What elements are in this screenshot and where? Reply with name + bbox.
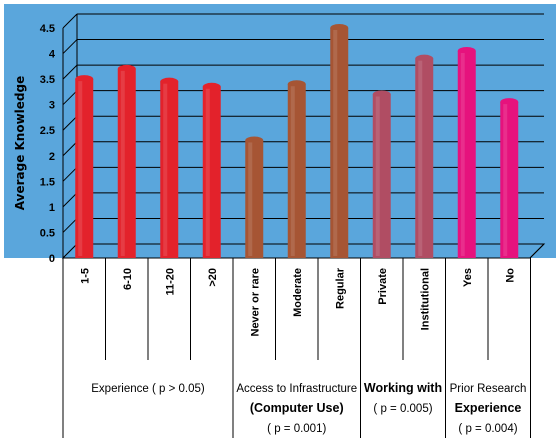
group-label: Access to Infrastructure: [236, 383, 357, 395]
bar: [372, 94, 391, 258]
y-tick-label: 0.5: [40, 227, 55, 239]
y-tick-label: 3: [49, 100, 55, 112]
y-tick-label: 1.5: [40, 176, 55, 188]
gridline-depth: [62, 141, 78, 157]
group-label: ( p = 0.005): [373, 403, 432, 415]
gridline-depth: [62, 192, 78, 208]
bar: [202, 86, 221, 259]
y-tick-label: 1: [49, 202, 55, 214]
x-tick-label: 6-10: [122, 268, 134, 290]
group-label: Experience: [455, 401, 522, 415]
bar-highlight: [418, 60, 423, 256]
gridline-depth: [62, 39, 78, 54]
floor-edge: [529, 243, 545, 259]
bar-top: [330, 24, 349, 32]
bar-highlight: [375, 96, 380, 256]
x-tick-label: >20: [207, 268, 219, 287]
bar: [245, 140, 264, 258]
x-tick-label: Regular: [334, 267, 346, 309]
bar-highlight: [248, 142, 253, 256]
bar: [75, 79, 94, 258]
x-tick-label: 11-20: [164, 268, 176, 296]
bar: [160, 81, 179, 259]
x-tick-label: 1-5: [79, 268, 91, 284]
x-tick-label: Institutional: [419, 268, 431, 330]
bar-top: [75, 75, 94, 84]
group-label: ( p = 0.004): [458, 423, 517, 435]
gridline-depth: [62, 115, 78, 131]
bar-top: [415, 54, 434, 63]
gridline-depth: [62, 166, 78, 182]
y-tick-label: 2.5: [40, 125, 55, 137]
bar: [500, 102, 519, 258]
bar-highlight: [333, 30, 338, 256]
x-tick-label: Private: [377, 268, 389, 305]
y-tick-label: 0: [49, 253, 55, 265]
gridline-depth: [62, 218, 78, 233]
bar-highlight: [163, 83, 168, 257]
bar-highlight: [460, 53, 465, 256]
bar-top: [160, 77, 179, 86]
bar-top: [245, 136, 264, 145]
y-tick-label: 2: [49, 151, 55, 163]
x-tick-label: Never or rare: [249, 268, 261, 337]
bar-top: [500, 98, 519, 107]
x-tick-label: Yes: [462, 268, 474, 287]
bar-highlight: [205, 88, 210, 257]
y-axis-title: Average Knowledge: [13, 76, 27, 210]
bar-top: [202, 82, 221, 91]
y-tick-label: 4.5: [40, 23, 55, 35]
bar-top: [457, 47, 476, 55]
bar-highlight: [120, 70, 125, 256]
bar: [287, 84, 306, 258]
bar: [117, 68, 136, 258]
bar-top: [372, 90, 391, 99]
bar: [415, 58, 434, 258]
gridline-depth: [62, 13, 78, 29]
bar-highlight: [78, 81, 83, 256]
bar: [457, 51, 476, 258]
group-label: (Computer Use): [250, 401, 344, 415]
y-tick-label: 3.5: [40, 74, 55, 86]
gridline-depth: [62, 64, 78, 80]
bar-highlight: [503, 104, 508, 256]
x-tick-label: No: [504, 268, 516, 283]
group-label: Experience ( p > 0.05): [91, 383, 205, 395]
group-label: Prior Research: [450, 383, 527, 395]
bar-highlight: [290, 86, 295, 256]
bar-top: [117, 64, 136, 73]
bar: [330, 28, 349, 258]
group-label: Working with: [364, 381, 442, 395]
bar-top: [287, 80, 306, 89]
gridline-depth: [62, 90, 78, 106]
group-label: ( p = 0.001): [267, 423, 326, 435]
y-tick-label: 4: [49, 49, 56, 61]
x-tick-label: Moderate: [292, 268, 304, 317]
